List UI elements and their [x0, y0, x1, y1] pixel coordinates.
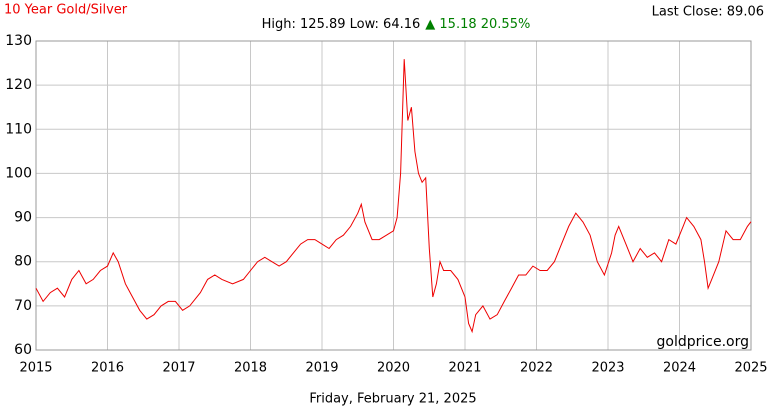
x-tick-label: 2023 [591, 361, 624, 376]
x-tick-label: 2016 [91, 361, 124, 376]
y-tick-label: 60 [14, 342, 32, 358]
high-low: High: 125.89 Low: 64.16 [262, 17, 421, 32]
change: ▲ 15.18 20.55% [425, 17, 530, 32]
x-tick-label: 2019 [305, 361, 338, 376]
x-tick-label: 2025 [734, 361, 767, 376]
x-tick-label: 2021 [448, 361, 481, 376]
plot-border [35, 40, 752, 351]
y-tick-label: 130 [5, 33, 32, 49]
x-tick-label: 2015 [19, 361, 52, 376]
y-tick-label: 90 [14, 210, 32, 226]
x-tick-label: 2017 [162, 361, 195, 376]
line [35, 59, 752, 334]
x-tick-label: 2024 [663, 361, 696, 376]
y-tick-label: 70 [14, 298, 32, 314]
last-close: Last Close: 89.06 [652, 5, 764, 20]
y-tick-label: 110 [5, 121, 32, 137]
x-tick-label: 2018 [234, 361, 267, 376]
y-tick-label: 120 [5, 77, 32, 93]
y-tick-label: 80 [14, 254, 32, 270]
y-tick-label: 100 [5, 165, 32, 181]
watermark: goldprice.org [657, 334, 749, 350]
chart-title: 10 Year Gold/Silver [4, 3, 128, 18]
x-tick-label: 2020 [377, 361, 410, 376]
stats: High: 125.89 Low: 64.16 ▲ 15.18 20.55% [262, 17, 531, 32]
x-tick-label: 2022 [520, 361, 553, 376]
x-axis-label: Friday, February 21, 2025 [309, 392, 476, 407]
